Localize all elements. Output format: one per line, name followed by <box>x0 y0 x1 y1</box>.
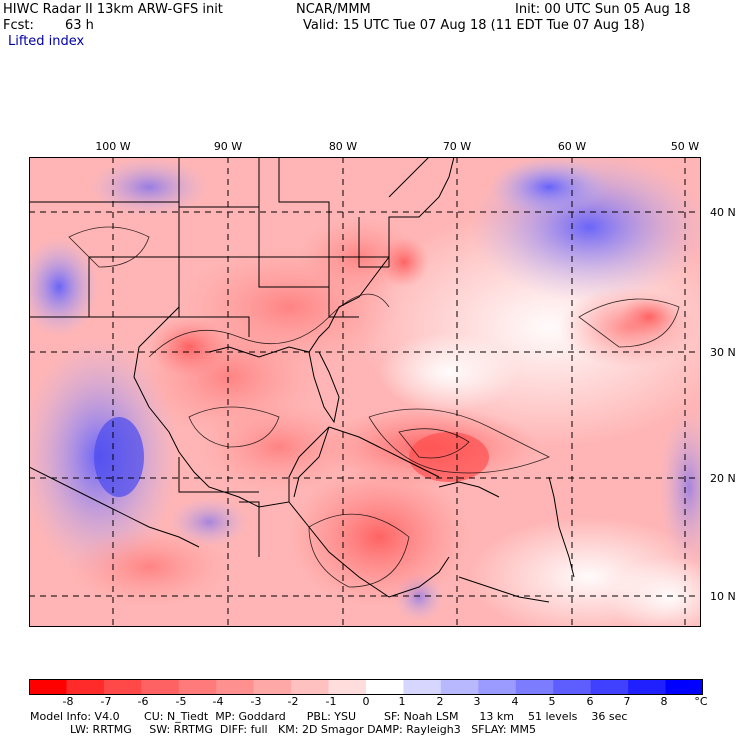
contours <box>68 226 680 588</box>
colorbar-label: 8 <box>660 695 668 708</box>
colorbar-swatch <box>553 679 592 695</box>
colorbar-swatch <box>403 679 442 695</box>
colorbar-swatch <box>515 679 554 695</box>
colorbar-frame <box>29 679 703 695</box>
colorbar-swatch <box>328 679 367 695</box>
lon-label: 60 W <box>557 140 587 153</box>
colorbar-label: -3 <box>250 695 262 708</box>
colorbar-label: 7 <box>623 695 631 708</box>
lifted-index-map <box>29 157 701 627</box>
init-time: Init: 00 UTC Sun 05 Aug 18 <box>515 2 691 17</box>
colorbar-swatch <box>66 679 105 695</box>
colorbar-swatch <box>665 679 703 695</box>
colorbar-label: -7 <box>100 695 112 708</box>
lon-label: 80 W <box>328 140 358 153</box>
colorbar-label: 3 <box>473 695 481 708</box>
colorbar-label: -5 <box>175 695 187 708</box>
colorbar-label: 4 <box>511 695 519 708</box>
lat-label: 40 N <box>710 206 736 219</box>
org-label: NCAR/MMM <box>296 2 371 17</box>
colorbar-swatch <box>141 679 180 695</box>
lon-label: 70 W <box>442 140 472 153</box>
colorbar <box>29 679 703 695</box>
colorbar-swatch <box>440 679 479 695</box>
coastlines <box>29 157 575 603</box>
unstable-regions <box>69 217 699 607</box>
field-name: Lifted index <box>8 34 85 49</box>
valid-time: Valid: 15 UTC Tue 07 Aug 18 (11 EDT Tue … <box>303 18 645 33</box>
lat-label: 30 N <box>710 346 736 359</box>
stable-regions <box>29 157 701 622</box>
colorbar-label: -1 <box>325 695 337 708</box>
colorbar-label: 5 <box>548 695 556 708</box>
lat-label: 10 N <box>710 590 736 603</box>
colorbar-swatch <box>590 679 629 695</box>
colorbar-label: 6 <box>586 695 594 708</box>
colorbar-label: 0 <box>362 695 370 708</box>
colorbar-label: -8 <box>62 695 74 708</box>
lat-label: 20 N <box>710 472 736 485</box>
lon-label: 100 W <box>95 140 131 153</box>
colorbar-label: -6 <box>137 695 149 708</box>
map-frame <box>29 157 701 627</box>
colorbar-swatch <box>628 679 667 695</box>
model-info-line2: LW: RRTMG SW: RRTMG DIFF: full KM: 2D Sm… <box>70 723 536 736</box>
colorbar-swatch <box>253 679 292 695</box>
colorbar-label: 1 <box>398 695 406 708</box>
colorbar-label: 2 <box>436 695 444 708</box>
forecast-hour: 63 h <box>65 18 94 33</box>
colorbar-swatch <box>103 679 142 695</box>
colorbar-label: -2 <box>287 695 299 708</box>
lon-label: 90 W <box>213 140 243 153</box>
colorbar-swatch <box>478 679 517 695</box>
colorbar-swatch <box>366 679 404 695</box>
forecast-label: Fcst: <box>3 18 34 33</box>
colorbar-swatch <box>178 679 217 695</box>
lat-lon-grid <box>29 157 701 627</box>
model-title: HIWC Radar II 13km ARW-GFS init <box>3 2 223 17</box>
colorbar-label: -4 <box>212 695 224 708</box>
colorbar-swatch <box>29 679 67 695</box>
lon-label: 50 W <box>670 140 700 153</box>
model-info-line1: Model Info: V4.0 CU: N_Tiedt MP: Goddard… <box>30 710 628 723</box>
colorbar-swatch <box>291 679 330 695</box>
colorbar-unit: °C <box>694 695 708 708</box>
colorbar-swatch <box>216 679 255 695</box>
